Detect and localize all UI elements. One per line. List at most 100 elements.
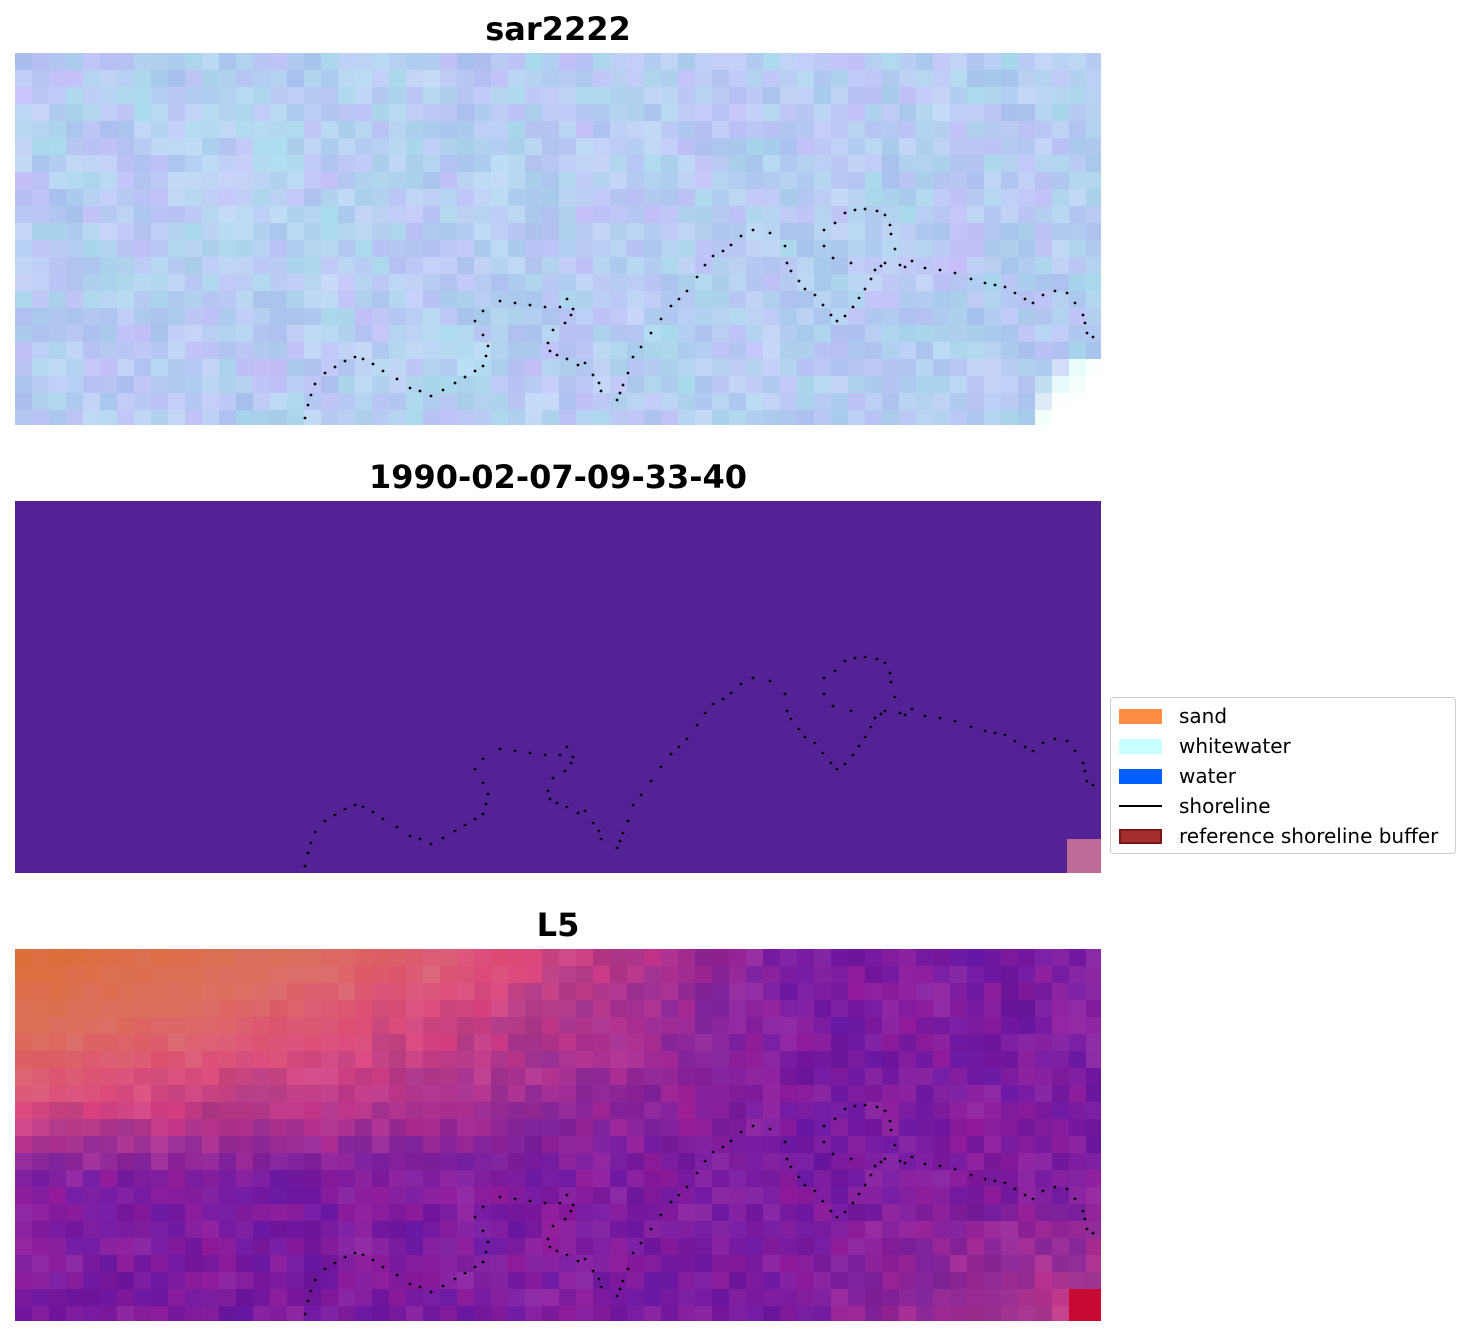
pixel	[236, 223, 254, 241]
pixel	[576, 70, 594, 88]
pixel	[729, 87, 747, 105]
pixel	[525, 257, 543, 275]
pixel	[304, 1017, 322, 1035]
pixel	[134, 121, 152, 139]
pixel	[185, 257, 203, 275]
pixel	[763, 359, 781, 377]
pixel	[831, 1000, 849, 1018]
pixel	[253, 206, 271, 224]
pixel	[406, 206, 424, 224]
pixel	[474, 342, 492, 360]
pixel	[304, 1051, 322, 1069]
pixel	[15, 240, 33, 258]
pixel	[950, 87, 968, 105]
pixel	[1086, 274, 1101, 292]
pixel	[695, 87, 713, 105]
pixel	[559, 376, 577, 394]
pixel	[321, 206, 339, 224]
pixel	[1001, 308, 1019, 326]
pixel	[899, 1170, 917, 1188]
pixel	[525, 206, 543, 224]
pixel	[644, 1306, 662, 1321]
pixel	[372, 87, 390, 105]
pixel	[525, 155, 543, 173]
pixel	[678, 342, 696, 360]
pixel	[865, 1017, 883, 1035]
pixel	[1086, 1068, 1101, 1086]
pixel	[1035, 1255, 1053, 1273]
pixel	[440, 1204, 458, 1222]
pixel	[151, 1068, 169, 1086]
pixel	[474, 257, 492, 275]
pixel	[1018, 104, 1036, 122]
pixel	[542, 206, 560, 224]
pixel	[1001, 138, 1019, 156]
pixel	[32, 1204, 50, 1222]
pixel	[321, 410, 339, 425]
pixel	[831, 1204, 849, 1222]
pixel	[542, 325, 560, 343]
pixel	[372, 1170, 390, 1188]
pixel	[865, 1153, 883, 1171]
pixel	[916, 291, 934, 309]
pixel	[729, 189, 747, 207]
pixel	[542, 1102, 560, 1120]
pixel	[168, 983, 186, 1001]
pixel	[1069, 1204, 1087, 1222]
pixel	[542, 155, 560, 173]
pixel	[151, 1221, 169, 1239]
pixel	[559, 1306, 577, 1321]
pixel	[100, 1221, 118, 1239]
pixel	[236, 121, 254, 139]
sar-raster	[15, 53, 1101, 425]
pixel	[440, 155, 458, 173]
pixel	[440, 1051, 458, 1069]
pixel	[831, 1289, 849, 1307]
pixel	[117, 1221, 135, 1239]
pixel	[423, 376, 441, 394]
pixel	[49, 342, 67, 360]
pixel	[202, 1187, 220, 1205]
pixel	[457, 274, 475, 292]
pixel	[814, 121, 832, 139]
pixel	[151, 1034, 169, 1052]
pixel	[287, 1289, 305, 1307]
pixel	[916, 1255, 934, 1273]
pixel	[151, 393, 169, 411]
pixel	[559, 1272, 577, 1290]
pixel	[151, 342, 169, 360]
pixel	[678, 325, 696, 343]
pixel	[627, 1255, 645, 1273]
pixel	[882, 172, 900, 190]
pixel	[100, 1289, 118, 1307]
pixel	[338, 87, 356, 105]
pixel	[389, 291, 407, 309]
pixel	[984, 240, 1002, 258]
pixel	[202, 342, 220, 360]
pixel	[253, 70, 271, 88]
pixel	[1086, 121, 1101, 139]
pixel	[117, 1306, 135, 1321]
pixel	[525, 1102, 543, 1120]
pixel	[168, 1034, 186, 1052]
pixel	[32, 966, 50, 984]
pixel	[967, 104, 985, 122]
pixel	[491, 189, 509, 207]
pixel	[695, 1136, 713, 1154]
pixel	[593, 1238, 611, 1256]
pixel	[848, 1000, 866, 1018]
pixel	[695, 376, 713, 394]
pixel	[185, 1255, 203, 1273]
pixel	[66, 308, 84, 326]
pixel	[559, 70, 577, 88]
pixel	[559, 966, 577, 984]
pixel	[695, 1272, 713, 1290]
pixel	[440, 53, 458, 71]
pixel	[916, 1102, 934, 1120]
pixel	[372, 1153, 390, 1171]
pixel	[933, 1119, 951, 1137]
pixel	[32, 240, 50, 258]
pixel	[1069, 240, 1087, 258]
pixel	[831, 155, 849, 173]
pixel	[287, 1136, 305, 1154]
